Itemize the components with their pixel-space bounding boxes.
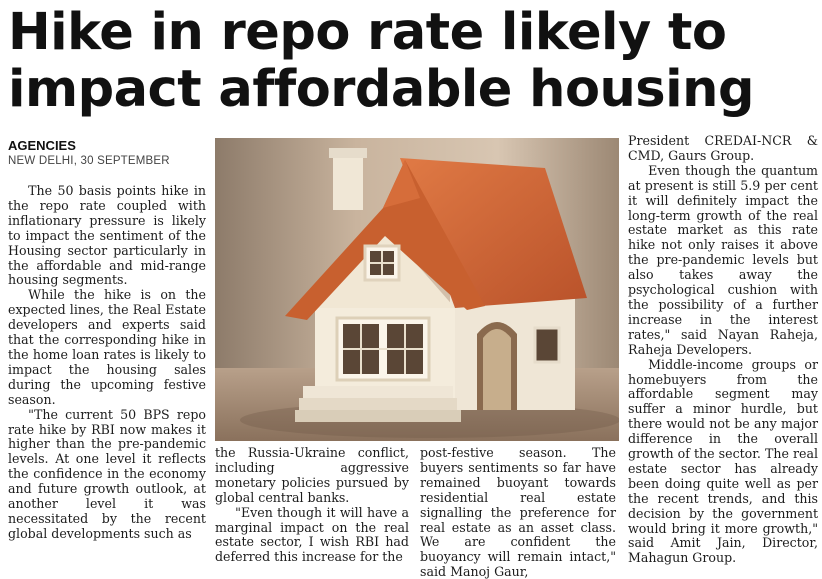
paragraph: The 50 basis points hike in the repo rat… bbox=[8, 183, 206, 288]
article-column-1: The 50 basis points hike in the repo rat… bbox=[8, 183, 206, 542]
dateline: NEW DELHI, 30 SEPTEMBER bbox=[8, 155, 170, 167]
article-column-3: post-festive season. The buyers sentimen… bbox=[420, 445, 616, 579]
article-column-4: President CREDAI-NCR & CMD, Gaurs Group.… bbox=[628, 133, 818, 566]
paragraph: Middle-income groups or homebuyers from … bbox=[628, 356, 818, 566]
model-house-icon bbox=[215, 138, 619, 441]
article-column-2: the Russia-Ukraine conflict, including a… bbox=[215, 445, 409, 565]
paragraph: Even though the quantum at present is st… bbox=[628, 162, 818, 357]
article-photo bbox=[215, 138, 619, 441]
paragraph: "Even though it will have a marginal imp… bbox=[215, 504, 409, 565]
byline: AGENCIES NEW DELHI, 30 SEPTEMBER bbox=[8, 138, 208, 169]
headline-line-2: impact affordable housing bbox=[8, 60, 754, 119]
paragraph: While the hike is on the expected lines,… bbox=[8, 287, 206, 407]
paragraph: "The current 50 BPS repo rate hike by RB… bbox=[8, 406, 206, 541]
paragraph: the Russia-Ukraine conflict, including a… bbox=[215, 445, 409, 505]
headline: Hike in repo rate likely to impact affor… bbox=[8, 4, 818, 118]
agency-credit: AGENCIES bbox=[8, 138, 76, 153]
paragraph: post-festive season. The buyers sentimen… bbox=[420, 445, 616, 579]
headline-line-1: Hike in repo rate likely to bbox=[8, 3, 727, 62]
paragraph: President CREDAI-NCR & CMD, Gaurs Group. bbox=[628, 133, 818, 163]
